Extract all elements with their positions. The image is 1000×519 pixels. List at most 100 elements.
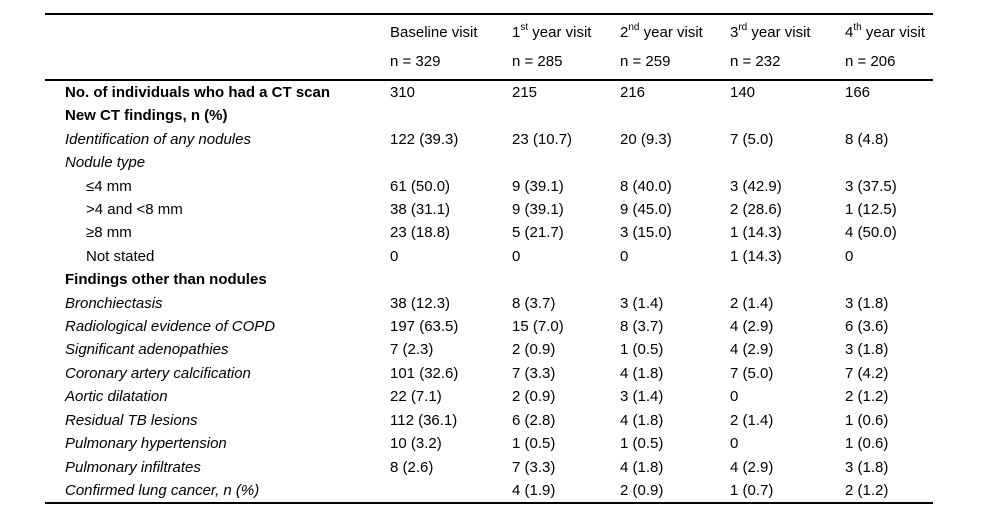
cell-value: 3 (1.4) xyxy=(620,388,664,406)
visit-label: 2nd year visit xyxy=(620,23,730,43)
cell-value: 5 (21.7) xyxy=(512,224,564,242)
table-row: Residual TB lesions 112 (36.1) 6 (2.8) 4 (1… xyxy=(45,409,933,432)
table-row: >4 and <8 mm 38 (31.1) 9 (39.1) 9 (45.0) 2 (… xyxy=(45,198,933,221)
cell-value xyxy=(390,104,512,127)
ordinal-suffix: st xyxy=(520,22,529,33)
cell-value: 23 (10.7) xyxy=(512,130,573,148)
cell-value: 9 (39.1) xyxy=(512,177,564,195)
visit-label: 3rd year visit xyxy=(730,23,845,43)
visit-label-text: 4 xyxy=(845,24,854,41)
cell-value: 9 (45.0) xyxy=(620,201,672,219)
cell-value xyxy=(845,268,933,291)
cell-value: 2 (1.4) xyxy=(730,411,774,429)
cell-value: 2 (0.9) xyxy=(620,481,664,499)
row-label-column-header xyxy=(45,14,390,80)
visit-n-count: n = 206 xyxy=(845,53,896,70)
cell-value: 215 xyxy=(512,84,538,101)
cell-value: 9 (39.1) xyxy=(512,201,564,219)
visit-label: 4th year visit xyxy=(845,23,933,43)
cell-value xyxy=(512,104,620,127)
cell-value: 3 (1.8) xyxy=(845,294,889,312)
row-label: Aortic dilatation xyxy=(65,388,168,406)
cell-value: 112 (36.1) xyxy=(390,411,458,429)
cell-value: 1 (0.5) xyxy=(620,435,664,453)
cell-value: 0 xyxy=(730,435,739,453)
row-label: Findings other than nodules xyxy=(65,271,267,289)
table-row: ≤4 mm 61 (50.0) 9 (39.1) 8 (40.0) 3 (42.9) 3 … xyxy=(45,175,933,198)
cell-value: 0 xyxy=(845,247,854,265)
cell-value: 8 (4.8) xyxy=(845,130,889,148)
cell-value: 38 (31.1) xyxy=(390,201,451,219)
visit-label-suffix: year visit xyxy=(747,24,811,41)
cell-value: 1 (0.7) xyxy=(730,481,774,499)
visit-n-count: n = 329 xyxy=(390,53,441,70)
table-row: Bronchiectasis 38 (12.3) 8 (3.7) 3 (1.4) 2 (… xyxy=(45,292,933,315)
cell-value xyxy=(730,151,845,174)
cell-value: 310 xyxy=(390,84,416,101)
cell-value: 166 xyxy=(845,84,871,101)
cell-value: 4 (1.8) xyxy=(620,458,664,476)
cell-value: 8 (3.7) xyxy=(620,318,664,336)
cell-value: 0 xyxy=(390,247,399,265)
cell-value: 7 (2.3) xyxy=(390,341,434,359)
cell-value: 38 (12.3) xyxy=(390,294,451,312)
cell-value: 8 (2.6) xyxy=(390,458,434,476)
row-label: ≥8 mm xyxy=(86,224,132,242)
cell-value: 3 (37.5) xyxy=(845,177,897,195)
cell-value: 20 (9.3) xyxy=(620,130,672,148)
cell-value: 4 (2.9) xyxy=(730,318,774,336)
cell-value xyxy=(512,151,620,174)
row-label: Not stated xyxy=(86,247,155,265)
cell-value: 7 (5.0) xyxy=(730,364,774,382)
cell-value: 0 xyxy=(730,388,739,406)
table-row: Findings other than nodules xyxy=(45,268,933,291)
row-label: Identification of any nodules xyxy=(65,130,251,148)
cell-value xyxy=(730,268,845,291)
table-row: Significant adenopathies 7 (2.3) 2 (0.9) 1 … xyxy=(45,338,933,361)
column-header-visit-0: Baseline visit n = 329 xyxy=(390,14,512,80)
table-row: Nodule type xyxy=(45,151,933,174)
cell-value xyxy=(390,268,512,291)
visit-label-text: 3 xyxy=(730,24,739,41)
cell-value: 6 (2.8) xyxy=(512,411,556,429)
table-row: Coronary artery calcification 101 (32.6) 7… xyxy=(45,362,933,385)
cell-value xyxy=(620,268,730,291)
cell-value: 4 (2.9) xyxy=(730,458,774,476)
cell-value: 7 (4.2) xyxy=(845,364,889,382)
cell-value: 1 (0.6) xyxy=(845,435,889,453)
cell-value: 7 (3.3) xyxy=(512,364,556,382)
cell-value: 2 (1.2) xyxy=(845,481,889,499)
table-row: Aortic dilatation 22 (7.1) 2 (0.9) 3 (1.4) 0… xyxy=(45,385,933,408)
table-row: Pulmonary infiltrates 8 (2.6) 7 (3.3) 4 (1.… xyxy=(45,456,933,479)
table-body: No. of individuals who had a CT scan 310 2… xyxy=(45,80,933,503)
table-row: Confirmed lung cancer, n (%) 4 (1.9) 2 (0.… xyxy=(45,479,933,503)
cell-value: 7 (3.3) xyxy=(512,458,556,476)
visit-label: 1st year visit xyxy=(512,23,620,43)
visit-label-text: Baseline visit xyxy=(390,24,478,41)
cell-value xyxy=(390,479,512,503)
cell-value: 2 (1.4) xyxy=(730,294,774,312)
cell-value: 22 (7.1) xyxy=(390,388,442,406)
cell-value: 140 xyxy=(730,84,756,101)
visit-n-count: n = 232 xyxy=(730,53,781,70)
visit-label: Baseline visit xyxy=(390,23,512,43)
cell-value: 122 (39.3) xyxy=(390,130,459,148)
cell-value: 216 xyxy=(620,84,646,101)
cell-value: 1 (0.5) xyxy=(620,341,664,359)
cell-value: 197 (63.5) xyxy=(390,318,459,336)
cell-value: 3 (1.8) xyxy=(845,458,889,476)
cell-value: 2 (28.6) xyxy=(730,201,782,219)
cell-value: 4 (2.9) xyxy=(730,341,774,359)
column-header-visit-3: 3rd year visit n = 232 xyxy=(730,14,845,80)
cell-value: 2 (1.2) xyxy=(845,388,889,406)
cell-value xyxy=(390,151,512,174)
row-label: Coronary artery calcification xyxy=(65,364,251,382)
row-label: ≤4 mm xyxy=(86,177,132,195)
column-header-visit-2: 2nd year visit n = 259 xyxy=(620,14,730,80)
cell-value xyxy=(845,151,933,174)
cell-value xyxy=(620,151,730,174)
cell-value xyxy=(845,104,933,127)
cell-value: 1 (12.5) xyxy=(845,201,897,219)
cell-value: 23 (18.8) xyxy=(390,224,451,242)
visit-n-count: n = 259 xyxy=(620,53,671,70)
